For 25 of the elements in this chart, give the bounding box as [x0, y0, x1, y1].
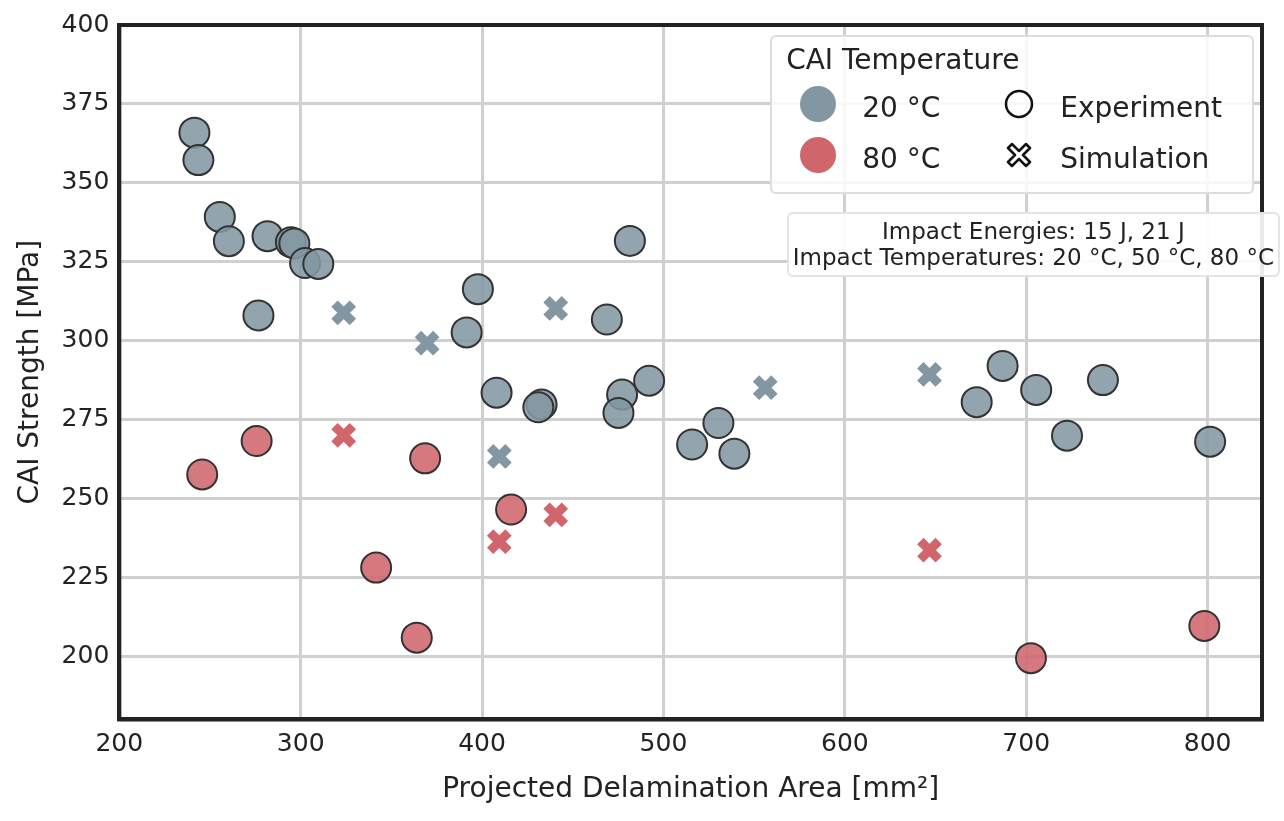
- y-tick-label: 400: [61, 8, 110, 38]
- x-tick-label: 200: [95, 727, 144, 757]
- y-tick-label: 200: [61, 639, 110, 669]
- legend-title: CAI Temperature: [786, 43, 1021, 76]
- annotation: Simulation: [1059, 141, 1211, 177]
- x-axis-title: Projected Delamination Area [mm²]: [442, 771, 940, 805]
- annotation: Impact Temperatures: 20 °C, 50 °C, 80 °C: [792, 244, 1274, 271]
- x-tick-label: 500: [639, 727, 688, 757]
- x-tick-label: 800: [1183, 727, 1232, 757]
- annotation: Experiment: [1059, 90, 1223, 126]
- legend-label: 20 °C: [861, 90, 942, 126]
- x-tick-label: 600: [820, 727, 869, 757]
- y-tick-label: 325: [61, 245, 110, 275]
- y-tick-label: 350: [61, 166, 110, 196]
- y-tick-label: 225: [61, 560, 110, 590]
- x-tick-label: 400: [458, 727, 506, 757]
- y-tick-label: 300: [61, 324, 110, 354]
- annotation: Impact Energies: 15 J, 21 J: [881, 218, 1186, 245]
- x-tick-label: 300: [276, 727, 325, 757]
- legend-label: 80 °C: [861, 141, 942, 177]
- y-tick-label: 275: [61, 403, 110, 433]
- x-tick-label: 700: [1002, 727, 1051, 757]
- y-tick-label: 375: [61, 87, 110, 117]
- y-axis-title: CAI Strength [MPa]: [12, 239, 46, 505]
- y-tick-label: 250: [61, 481, 110, 511]
